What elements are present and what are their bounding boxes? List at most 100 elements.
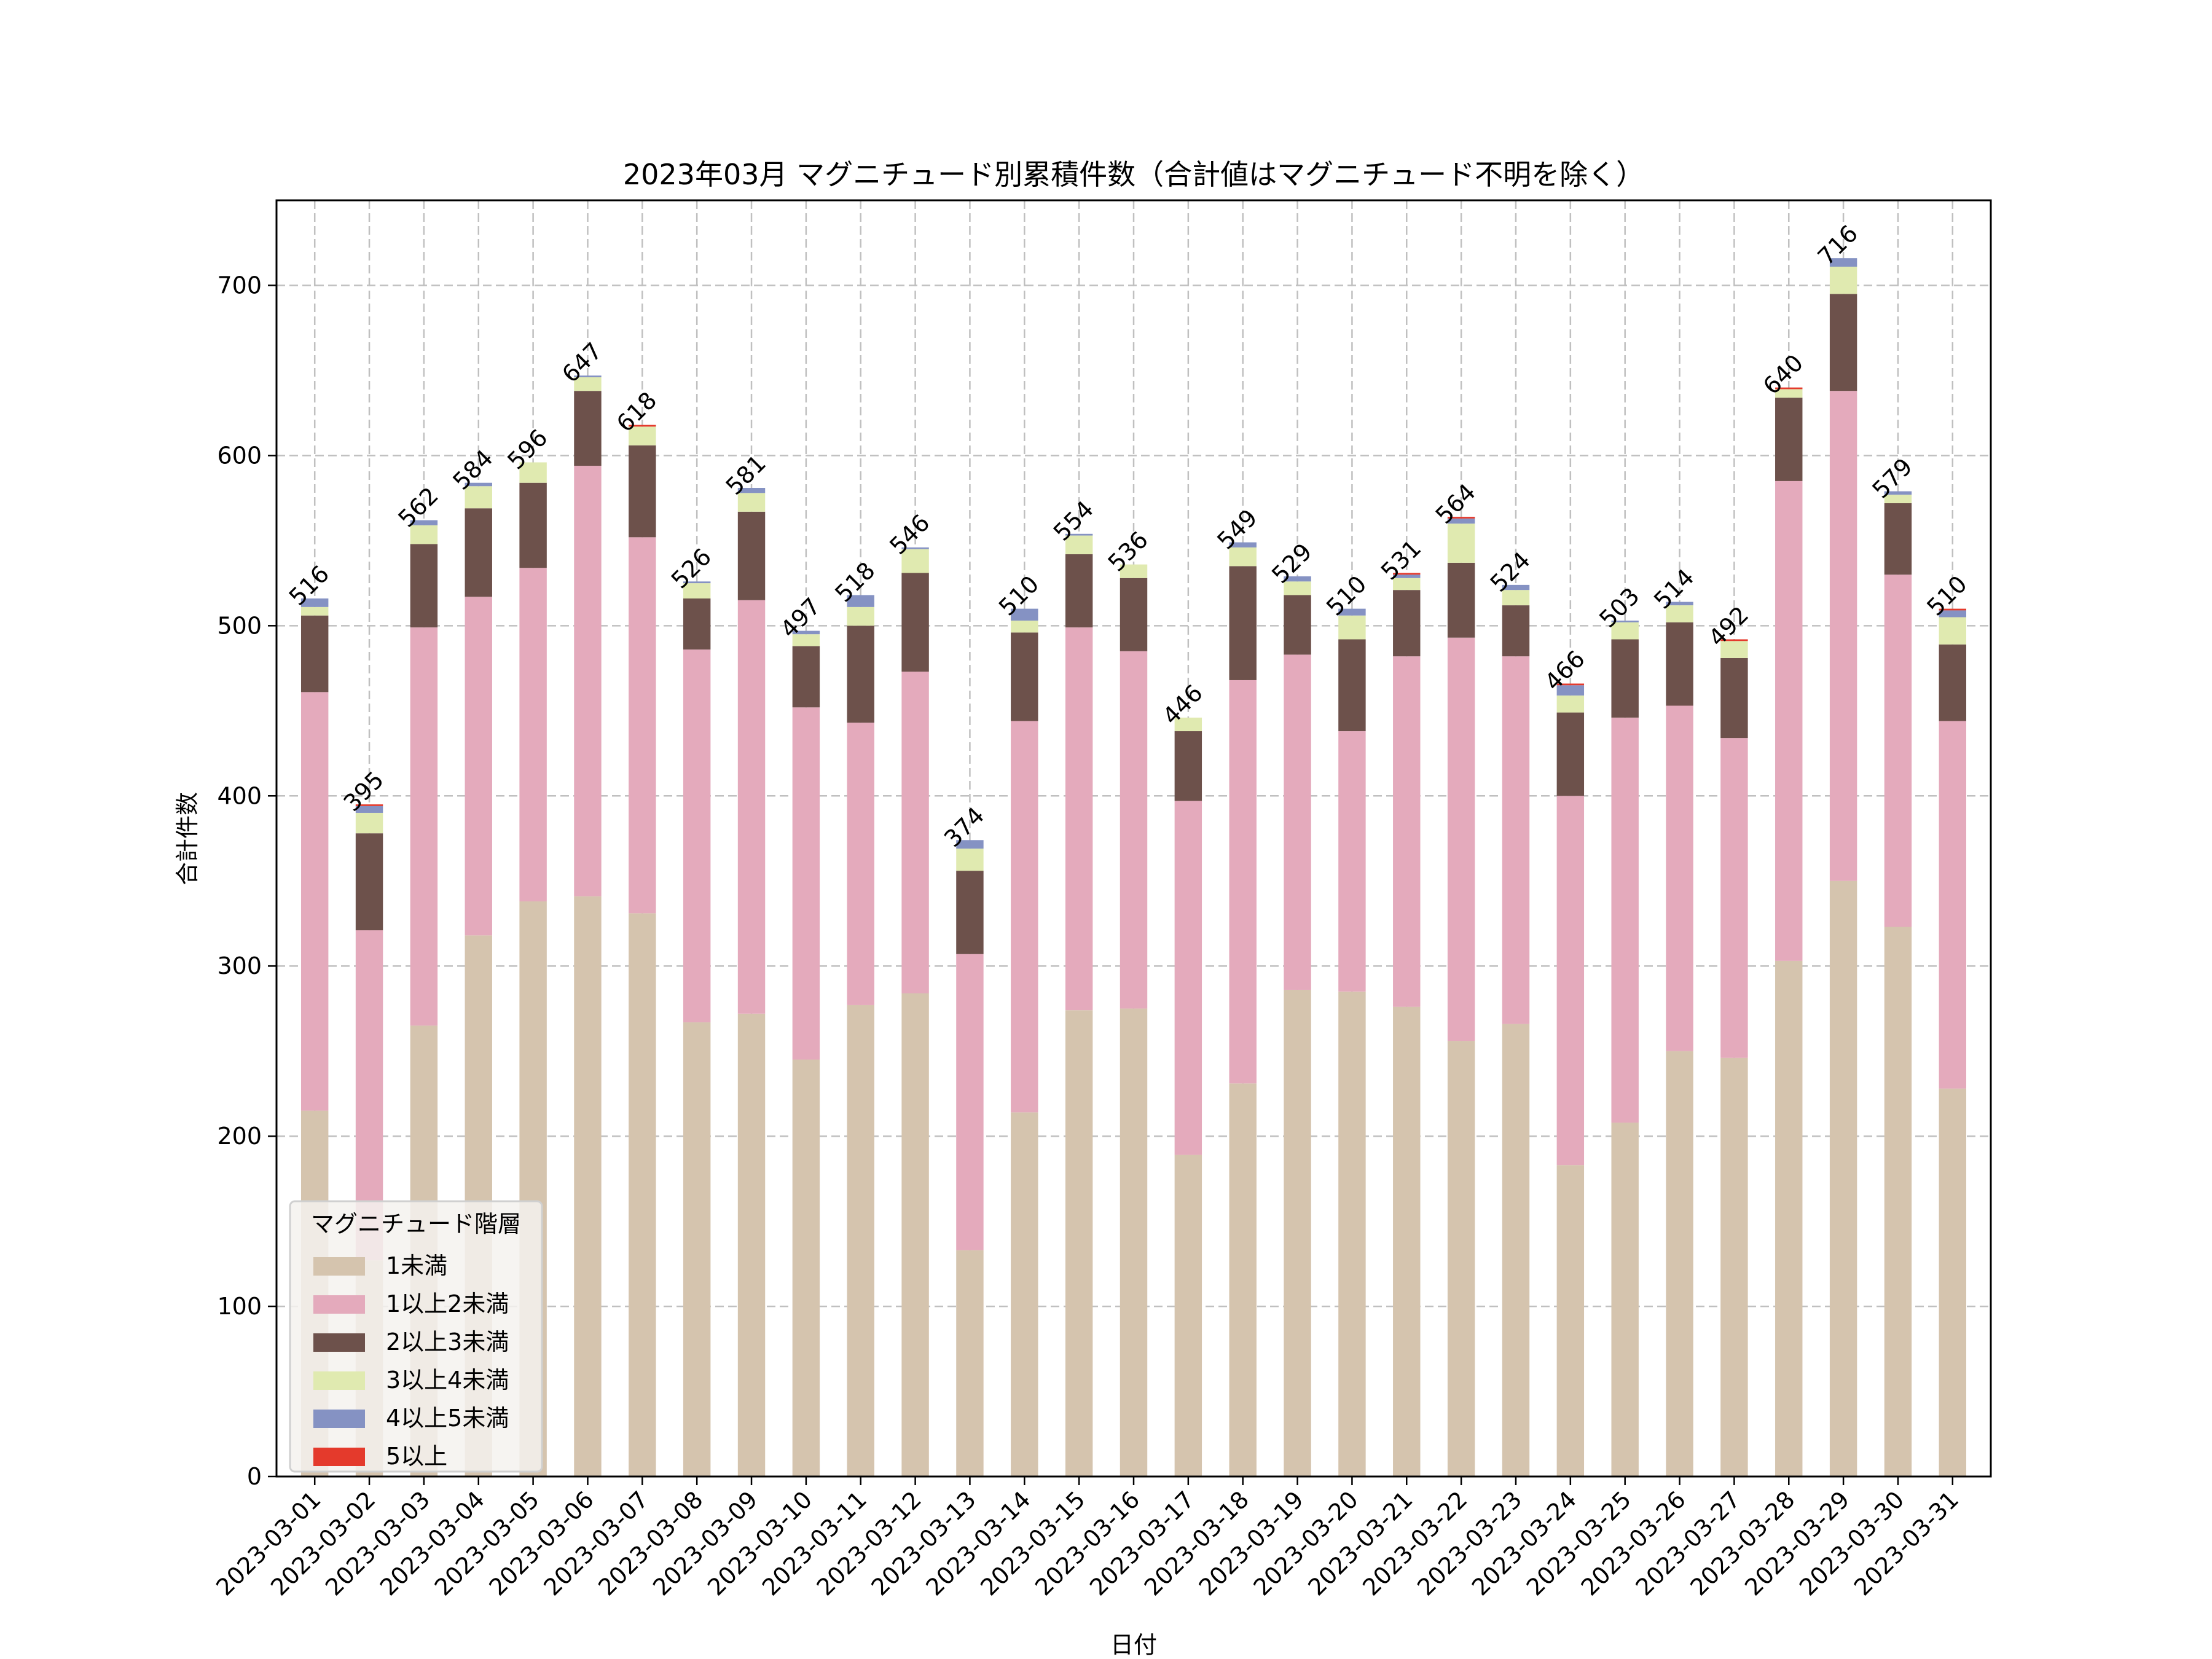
bar-segment-2 [410,627,438,1026]
bar-segment-4 [792,634,820,646]
bar-segment-4 [1065,535,1093,555]
bar-segment-5 [956,840,984,849]
bar-segment-5 [737,488,766,493]
bar-segment-1 [1666,1051,1693,1477]
bar-segment-2 [1939,721,1967,1089]
bar-segment-4 [355,812,383,834]
legend-swatch [313,1448,365,1466]
bar-segment-5 [300,598,329,607]
bar-segment-1 [1284,989,1311,1477]
bar-segment-5 [1666,602,1693,606]
legend-label: 3以上4未満 [386,1367,509,1394]
bar-segment-3 [465,508,492,597]
bar-segment-2 [1447,637,1475,1041]
bar-segment-3 [519,482,547,568]
bar-segment-1 [737,1013,766,1477]
bar-segment-2 [1775,480,1803,961]
legend-swatch [313,1371,365,1390]
bar-segment-3 [355,833,383,931]
bar-segment-2 [300,692,329,1111]
bar-segment-4 [1447,524,1475,563]
bar-segment-3 [1447,562,1475,638]
bar-segment-1 [1502,1024,1530,1477]
bar-segment-5 [410,520,438,525]
bar-segment-3 [1502,605,1530,657]
bar-segment-2 [1611,717,1639,1123]
bar-segment-2 [956,954,984,1250]
bar-segment-1 [1939,1088,1967,1477]
bar-segment-3 [1829,294,1857,391]
bar-segment-5 [1611,621,1639,622]
bar-segment-4 [465,486,492,509]
chart-title: 2023年03月 マグニチュード別累積件数（合計値はマグニチュード不明を除く） [623,158,1644,191]
bar-segment-5 [1284,576,1311,582]
bar-segment-3 [1884,503,1912,575]
bar-segment-4 [1939,617,1967,645]
bar-segment-2 [519,568,547,901]
bar-segment-1 [1611,1122,1639,1477]
bar-segment-4 [1120,564,1148,578]
bar-segment-3 [1775,398,1803,481]
bar-segment-2 [1556,796,1585,1166]
y-tick-label: 300 [217,952,262,979]
bar-segment-5 [1556,685,1585,696]
bar-segment-5 [1011,608,1038,621]
y-tick-label: 600 [217,442,262,469]
legend-title: マグニチュード階層 [311,1210,521,1237]
legend-swatch [313,1333,365,1352]
bar-segment-4 [1338,615,1366,640]
bar-segment-2 [1065,627,1093,1011]
bar-segment-3 [1120,578,1148,651]
bar-segment-3 [1011,632,1038,721]
bar-segment-5 [683,581,711,584]
bar-segment-4 [1174,717,1202,732]
bar-segment-2 [901,672,929,994]
y-tick-label: 700 [217,272,262,299]
legend-swatch [313,1257,365,1276]
bar-segment-4 [629,426,656,445]
bar-segment-2 [1011,721,1038,1113]
bar-segment-4 [1611,622,1639,640]
bar-segment-5 [792,630,820,635]
x-axis-label: 日付 [1110,1631,1157,1658]
bar-segment-4 [1393,578,1421,590]
bar-segment-4 [956,849,984,871]
bar-segment-1 [1556,1165,1585,1477]
bar-segment-2 [792,707,820,1060]
legend-swatch [313,1295,365,1314]
bar-segment-2 [1393,656,1421,1007]
bar-segment-1 [1447,1041,1475,1477]
bar-segment-6 [1393,573,1421,575]
bar-segment-1 [847,1005,874,1477]
bar-segment-4 [847,606,874,626]
bar-segment-2 [1829,391,1857,881]
bar-segment-2 [1284,654,1311,990]
bar-segment-3 [901,573,929,672]
bar-segment-1 [574,896,602,1477]
y-ticks: 0 100 200 300 400 500 600 700 [217,272,276,1490]
bar-segment-2 [1120,651,1148,1009]
bar-segment-3 [1338,639,1366,732]
bar-segment-6 [1556,683,1585,686]
bar-segment-4 [300,606,329,616]
bar-segment-6 [355,804,383,806]
bar-segment-5 [1939,610,1967,618]
bar-segment-3 [1939,644,1967,721]
bar-segment-4 [1502,590,1530,606]
bar-segment-1 [792,1059,820,1477]
bar-segment-4 [1666,605,1693,622]
bar-segment-1 [1393,1006,1421,1477]
bar-segment-3 [410,544,438,628]
bar-segment-2 [1229,680,1257,1084]
bar-segment-3 [737,511,766,600]
y-tick-label: 400 [217,782,262,809]
legend-label: 1以上2未満 [386,1290,509,1317]
bar-segment-3 [956,871,984,954]
bar-segment-4 [410,525,438,544]
bar-segment-2 [1338,731,1366,992]
bar-segment-5 [1393,575,1421,578]
bar-segment-5 [1829,258,1857,267]
bar-segment-1 [683,1022,711,1477]
bar-segment-1 [1338,991,1366,1477]
bar-segment-2 [847,723,874,1005]
